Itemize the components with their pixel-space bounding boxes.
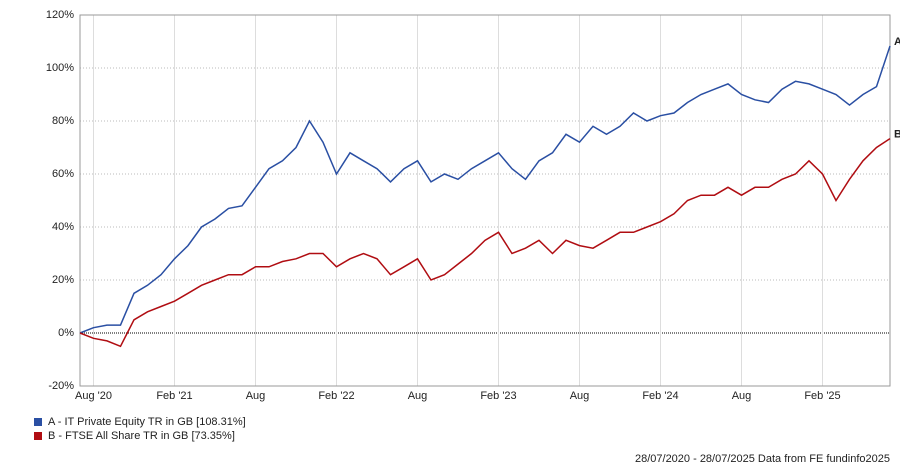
- legend-label: B - FTSE All Share TR in GB [73.35%]: [48, 430, 235, 442]
- y-tick-label: 20%: [52, 274, 74, 286]
- y-tick-label: -20%: [48, 380, 74, 392]
- x-tick-label: Aug: [570, 390, 590, 402]
- y-tick-label: 100%: [46, 62, 74, 74]
- x-tick-label: Aug: [408, 390, 428, 402]
- x-tick-label: Aug: [246, 390, 266, 402]
- end-label: B: [894, 129, 900, 141]
- series-line: [79, 45, 891, 334]
- x-tick-label: Feb '22: [318, 390, 354, 402]
- plot-frame: [79, 14, 891, 387]
- x-tick-label: Aug '20: [75, 390, 112, 402]
- end-label: A: [894, 36, 900, 48]
- y-tick-label: 60%: [52, 168, 74, 180]
- y-tick-label: 120%: [46, 9, 74, 21]
- x-tick-label: Feb '25: [804, 390, 840, 402]
- x-tick-label: Feb '23: [480, 390, 516, 402]
- y-tick-label: 80%: [52, 115, 74, 127]
- legend-swatch: [34, 418, 42, 426]
- series-line: [79, 137, 891, 348]
- x-tick-label: Feb '21: [156, 390, 192, 402]
- y-tick-label: 0%: [58, 327, 74, 339]
- legend-label: A - IT Private Equity TR in GB [108.31%]: [48, 416, 246, 428]
- x-tick-label: Feb '24: [642, 390, 678, 402]
- y-tick-label: 40%: [52, 221, 74, 233]
- x-tick-label: Aug: [732, 390, 752, 402]
- legend-swatch: [34, 432, 42, 440]
- footer: 28/07/2020 - 28/07/2025 Data from FE fun…: [635, 453, 890, 465]
